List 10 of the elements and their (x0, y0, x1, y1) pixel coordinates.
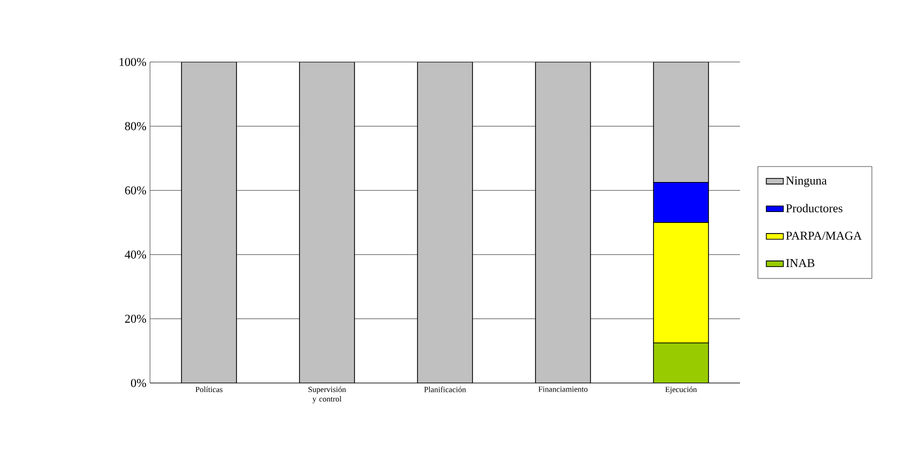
y-tick-label: 60% (125, 186, 146, 194)
y-tick-label: 40% (124, 250, 146, 259)
legend-label: Ninguna (786, 176, 827, 188)
legend-label: INAB (786, 259, 814, 268)
legend-label: PARPA/MAGA (786, 232, 862, 240)
y-tick-label: 80% (125, 122, 146, 130)
y-tick-label: 0% (131, 378, 146, 388)
y-tick-label: 100% (120, 58, 146, 66)
legend-label: Productores (786, 204, 842, 212)
y-tick-label: 20% (125, 314, 146, 323)
